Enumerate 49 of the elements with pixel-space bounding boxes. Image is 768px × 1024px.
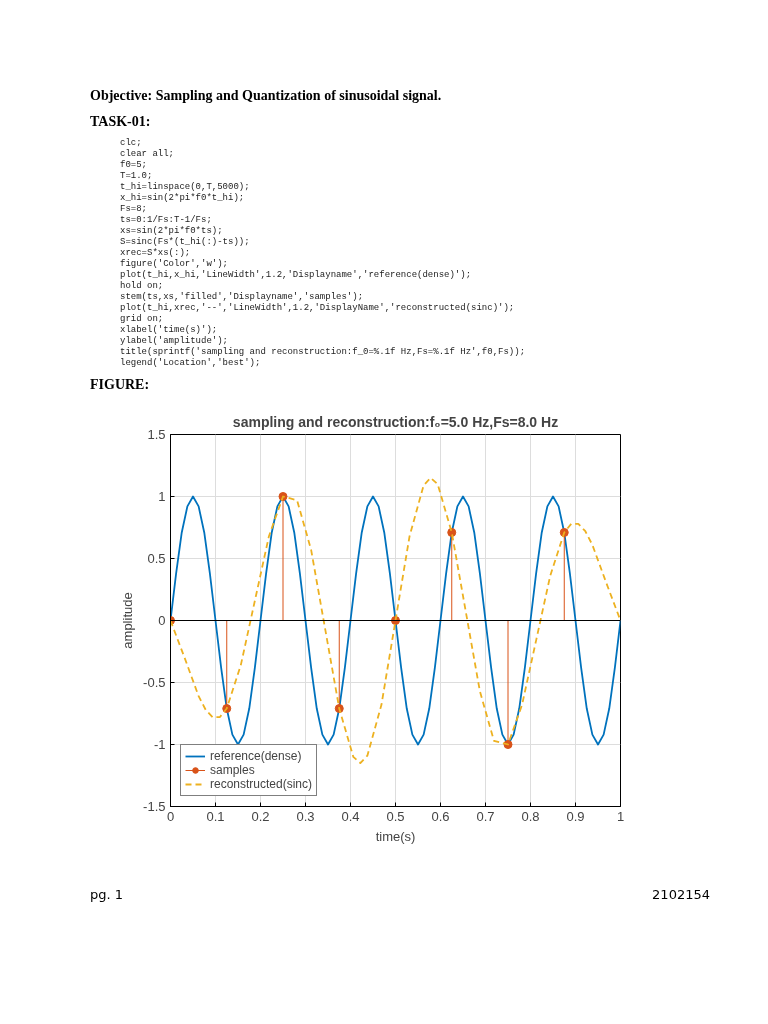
text: pg. 1 [90, 886, 124, 904]
x-tick-label: 0.6 [431, 808, 450, 824]
text: FIGURE: [90, 377, 150, 392]
text: plot(t_hi,xrec,'--','LineWidth',1.2,'DisplayName','reconstructed(sinc)'); [120, 303, 516, 314]
chart-title: sampling and reconstruction:f₀=5.0 Hz,Fs=8.0 Hz [232, 413, 559, 430]
x-tick-label: 0.7 [476, 808, 495, 824]
y-tick-label: 0 [158, 613, 166, 628]
legend-label: samples [210, 763, 255, 777]
x-tick-label: 0.1 [206, 808, 225, 824]
y-tick-label: -1.5 [143, 799, 166, 814]
x-tick-label: 0.8 [521, 808, 540, 824]
y-tick-label: -1 [153, 737, 166, 752]
legend-label: reference(dense) [210, 749, 302, 763]
text: S=sinc(Fs*(t_hi(:)-ts)); [120, 237, 251, 248]
x-tick-label: 0.9 [566, 808, 585, 824]
y-tick-label: 1 [158, 489, 166, 504]
text: x_hi=sin(2*pi*f0*t_hi); [120, 193, 246, 204]
text: ts=0:1/Fs:T-1/Fs; [120, 215, 213, 226]
y-tick-label: 1.5 [147, 427, 166, 442]
x-tick-label: 0.2 [251, 808, 270, 824]
y-tick-label: -0.5 [143, 675, 166, 690]
text: legend('Location','best'); [120, 358, 262, 369]
legend-label: reconstructed(sinc) [210, 777, 313, 791]
y-axis-title: amplitude [120, 592, 136, 649]
x-tick-label: 0.4 [341, 808, 360, 824]
text: clear all; [120, 149, 175, 160]
text: figure('Color','w'); [120, 259, 230, 270]
x-tick-label: 0.5 [386, 808, 405, 824]
text: ylabel('amplitude'); [120, 336, 230, 347]
text: Objective: Sampling and Quantization of sinusoidal signal. [90, 88, 442, 103]
text: hold on; [120, 281, 165, 292]
text: t_hi=linspace(0,T,5000); [120, 182, 251, 193]
text: xs=sin(2*pi*f0*ts); [120, 226, 224, 237]
y-tick-label: 0.5 [147, 551, 166, 566]
text: xlabel('time(s)'); [120, 325, 219, 336]
text: TASK-01: [90, 114, 151, 129]
x-axis-title: time(s) [375, 828, 416, 844]
text: f0=5; [120, 160, 148, 171]
text: clc; [120, 138, 143, 149]
text: 2102154 [652, 886, 710, 904]
x-tick-label: 1 [616, 808, 625, 824]
text: Fs=8; [120, 204, 148, 215]
text: grid on; [120, 314, 165, 325]
text: plot(t_hi,x_hi,'LineWidth',1.2,'Displayname','reference(dense)'); [120, 270, 473, 281]
x-tick-label: 0.3 [296, 808, 315, 824]
text: T=1.0; [120, 171, 154, 182]
text: title(sprintf('sampling and reconstruction:f_0=%.1f Hz,Fs=%.1f Hz',f0,Fs)); [120, 347, 526, 358]
text: stem(ts,xs,'filled','Displayname','samples'); [120, 292, 365, 303]
text: xrec=S*xs(:); [120, 248, 192, 259]
